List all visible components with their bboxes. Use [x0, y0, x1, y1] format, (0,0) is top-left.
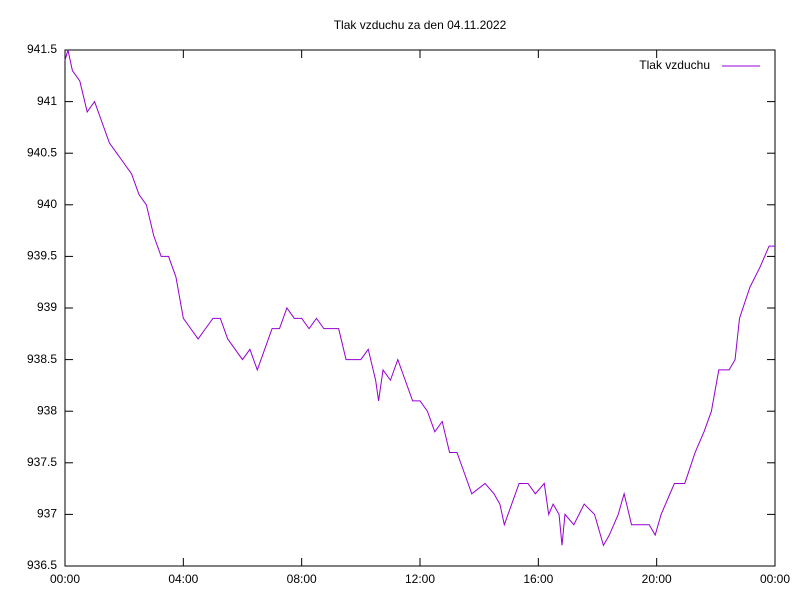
x-tick-label: 20:00: [642, 572, 672, 586]
x-tick-label: 08:00: [287, 572, 317, 586]
x-tick-label: 04:00: [168, 572, 198, 586]
y-tick-label: 938.5: [27, 352, 57, 366]
y-tick-label: 940.5: [27, 145, 57, 159]
data-line: [64, 49, 775, 547]
y-tick-label: 941.5: [27, 42, 57, 56]
y-tick-label: 936.5: [27, 558, 57, 572]
x-tick-label: 00:00: [50, 572, 80, 586]
y-tick-label: 938: [37, 403, 57, 417]
chart-title: Tlak vzduchu za den 04.11.2022: [334, 18, 507, 32]
y-tick-label: 937.5: [27, 455, 57, 469]
y-tick-label: 941: [37, 94, 57, 108]
x-tick-label: 12:00: [405, 572, 435, 586]
y-tick-label: 937: [37, 507, 57, 521]
y-tick-label: 939.5: [27, 249, 57, 263]
x-tick-label: 00:00: [760, 572, 790, 586]
y-tick-label: 940: [37, 197, 57, 211]
x-tick-label: 16:00: [523, 572, 553, 586]
legend-label: Tlak vzduchu: [639, 58, 710, 72]
y-tick-label: 939: [37, 300, 57, 314]
